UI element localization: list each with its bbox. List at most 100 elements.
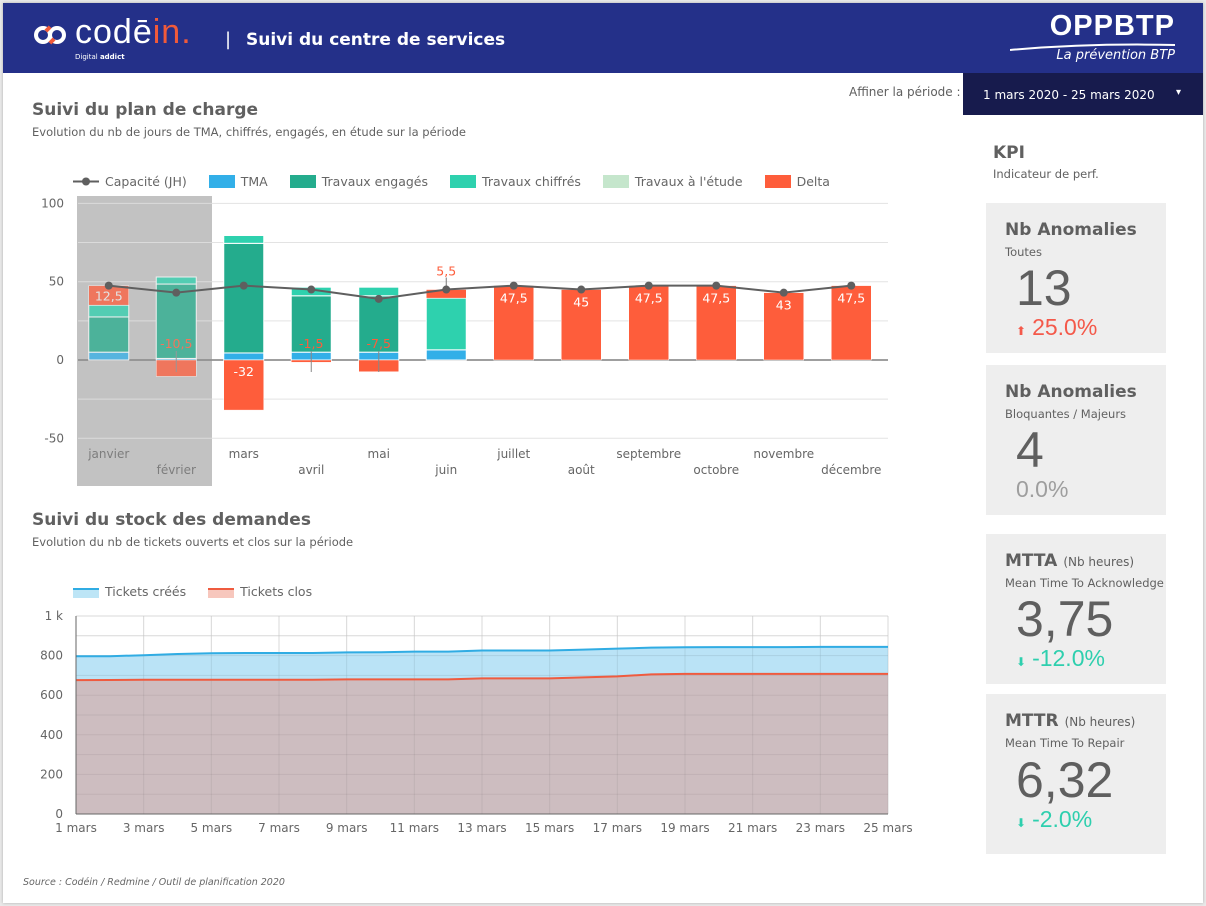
kpi-delta: ⬇ -12.0% <box>1016 645 1105 672</box>
x-tick-label: 5 mars <box>190 821 232 835</box>
data-label: -1,5 <box>299 336 323 351</box>
logo-tagline-bold: addict <box>99 53 125 61</box>
kpi-card-mttr: MTTR (Nb heures) Mean Time To Repair 6,32… <box>986 694 1166 854</box>
legend-tickets-crees[interactable]: Tickets créés <box>73 584 186 599</box>
y-tick-label: 200 <box>40 767 63 781</box>
bar-delta <box>561 289 602 361</box>
line-tickets-crees <box>76 645 888 658</box>
legend-label: Tickets clos <box>240 584 313 599</box>
kpi-name: Nb Anomalies <box>1005 220 1137 240</box>
codein-wordmark: codēin. <box>75 13 192 52</box>
kpi-description: Toutes <box>1005 245 1042 259</box>
legend-label: Tickets créés <box>105 584 187 599</box>
x-tick-label: 17 mars <box>593 821 642 835</box>
kpi-unit: (Nb heures) <box>1064 715 1136 729</box>
y-tick-label: 0 <box>56 353 64 367</box>
kpi-delta: ⬆ 25.0% <box>1016 314 1097 341</box>
x-tick-label: décembre <box>821 463 881 477</box>
bar-segment <box>290 295 332 353</box>
capacity-point <box>172 288 181 297</box>
kpi-card-anomalies-bloquantes: Nb Anomalies Bloquantes / Majeurs 4 0.0% <box>986 365 1166 515</box>
kpi-card-mtta: MTTA (Nb heures) Mean Time To Acknowledge… <box>986 534 1166 684</box>
legend-swatch <box>450 175 477 188</box>
period-filter-value: 1 mars 2020 - 25 mars 2020 <box>983 88 1155 102</box>
area-marker-icon <box>208 588 235 598</box>
legend-label: TMA <box>240 174 268 189</box>
legend-label: Travaux à l'étude <box>634 174 743 189</box>
capacity-point <box>577 285 586 294</box>
kpi-value: 6,32 <box>1016 752 1114 808</box>
x-tick-label: mai <box>368 447 390 461</box>
plan-charge-subtitle: Evolution du nb de jours de TMA, chiffré… <box>32 125 467 139</box>
bar-segment <box>425 349 467 361</box>
kpi-value: 4 <box>1016 422 1044 478</box>
bar-delta <box>493 285 534 361</box>
legend-label: Delta <box>796 174 830 189</box>
bar-segment <box>358 286 400 297</box>
bar-delta <box>763 292 804 361</box>
x-tick-label: 15 mars <box>525 821 574 835</box>
data-label: 47,5 <box>500 291 528 306</box>
kpi-card-anomalies-toutes: Nb Anomalies Toutes 13 ⬆ 25.0% <box>986 203 1166 353</box>
oppbtp-name: OPPBTP <box>1049 10 1175 42</box>
kpi-name-text: MTTR <box>1005 711 1059 731</box>
legend-travaux-engages[interactable]: Travaux engagés <box>289 174 429 189</box>
plan-charge-title: Suivi du plan de charge <box>32 100 259 120</box>
period-filter-dropdown[interactable]: 1 mars 2020 - 25 mars 2020 ▾ <box>963 73 1203 115</box>
legend-travaux-chiffres[interactable]: Travaux chiffrés <box>450 174 581 189</box>
kpi-delta-value: 0.0% <box>1016 476 1069 502</box>
plan-charge-legend: Capacité (JH) TMA Travaux engagés Travau… <box>73 174 852 189</box>
kpi-delta: ⬇ -2.0% <box>1016 806 1092 833</box>
oppbtp-tagline: La prévention BTP <box>1056 48 1175 63</box>
legend-capacite[interactable]: Capacité (JH) <box>73 174 187 189</box>
y-tick-label: 50 <box>49 275 64 289</box>
kpi-name: Nb Anomalies <box>1005 382 1137 402</box>
logo-text-main: codē <box>75 13 153 51</box>
capacity-point <box>779 288 788 297</box>
data-label: -10,5 <box>160 336 192 351</box>
legend-tickets-clos[interactable]: Tickets clos <box>208 584 312 599</box>
capacity-point <box>644 281 653 290</box>
x-tick-label: août <box>568 463 595 477</box>
logo-text-accent: in. <box>152 13 192 51</box>
kpi-name-text: Nb Anomalies <box>1005 382 1137 402</box>
arrow-down-icon: ⬇ <box>1016 816 1027 830</box>
header-bar: codēin. Digital addict | Suivi du centre… <box>3 3 1203 73</box>
x-tick-label: novembre <box>753 447 814 461</box>
kpi-value: 3,75 <box>1016 591 1114 647</box>
arrow-down-icon: ⬇ <box>1016 655 1027 669</box>
bar-delta <box>223 359 264 411</box>
legend-travaux-etude[interactable]: Travaux à l'étude <box>602 174 743 189</box>
data-label: 47,5 <box>837 291 865 306</box>
data-label: -7,5 <box>367 336 391 351</box>
capacity-point <box>307 285 316 294</box>
x-tick-label: 11 mars <box>390 821 439 835</box>
kpi-unit: (Nb heures) <box>1063 555 1135 569</box>
plan-charge-chart: -50 0 50 100 12,5 janvier -10,5 février -32 mars -… <box>41 196 888 486</box>
area-marker-icon <box>73 588 99 598</box>
stock-legend: Tickets créés Tickets clos <box>73 584 334 599</box>
dashboard-page: codēin. Digital addict | Suivi du centre… <box>3 3 1203 903</box>
legend-label: Travaux engagés <box>321 174 429 189</box>
legend-delta[interactable]: Delta <box>764 174 830 189</box>
x-tick-label: 1 mars <box>55 821 97 835</box>
y-tick-label: 400 <box>40 728 63 742</box>
kpi-name: MTTA (Nb heures) <box>1005 551 1134 571</box>
x-tick-label: 19 mars <box>660 821 709 835</box>
highlight-overlay <box>77 196 212 486</box>
kpi-value: 13 <box>1016 260 1072 316</box>
y-tick-label: 100 <box>41 196 64 210</box>
stock-demandes-title: Suivi du stock des demandes <box>32 510 311 530</box>
x-tick-label: 21 mars <box>728 821 777 835</box>
x-tick-label: 23 mars <box>796 821 845 835</box>
x-tick-label: mars <box>229 447 259 461</box>
x-tick-label: 3 mars <box>123 821 165 835</box>
y-tick-label: 1 k <box>45 609 63 623</box>
kpi-name-text: Nb Anomalies <box>1005 220 1137 240</box>
x-tick-label: septembre <box>616 447 681 461</box>
line-tickets-clos <box>75 672 888 682</box>
bar-segment <box>155 276 197 285</box>
x-tick-label: octobre <box>693 463 739 477</box>
legend-tma[interactable]: TMA <box>208 174 268 189</box>
bar-segment <box>425 297 467 351</box>
